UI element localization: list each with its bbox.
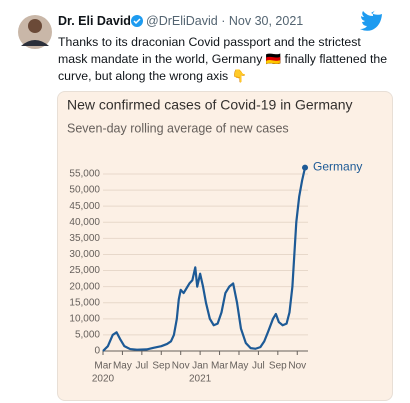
y-tick-label: 5,000 [75,330,100,341]
y-tick-label: 30,000 [69,249,100,260]
x-tick-label: Sep [269,361,287,372]
y-tick-label: 25,000 [69,265,100,276]
x-tick-label: Nov [288,361,306,372]
x-tick-label: Jul [252,361,265,372]
avatar-body [21,40,49,46]
author-name[interactable]: Dr. Eli David [58,14,131,28]
tweet-meta: @DrEliDavid · Nov 30, 2021 [146,14,303,28]
y-tick-label: 15,000 [69,297,100,308]
date[interactable]: Nov 30, 2021 [228,14,304,28]
y-tick-label: 35,000 [69,233,100,244]
chart-subtitle: Seven-day rolling average of new cases [67,121,289,135]
y-tick-label: 45,000 [69,201,100,212]
separator: · [221,14,226,28]
x-tick-label: Mar [94,361,112,372]
x-year-label: 2020 [92,374,115,385]
y-tick-label: 50,000 [69,185,100,196]
end-point [302,164,309,171]
y-tick-label: 20,000 [69,281,100,292]
x-tick-label: May [113,361,132,372]
twitter-logo[interactable] [360,10,382,31]
handle[interactable]: @DrEliDavid [146,14,218,28]
y-tick-label: 0 [94,346,100,357]
avatar-face [28,19,42,33]
x-tick-label: May [230,361,249,372]
chart-title: New confirmed cases of Covid-19 in Germa… [67,97,353,113]
y-tick-label: 40,000 [69,217,100,228]
x-tick-label: Jan [192,361,208,372]
line-series [102,167,307,352]
x-tick-label: Sep [152,361,170,372]
y-tick-label: 55,000 [69,169,100,180]
y-tick-label: 10,000 [69,313,100,324]
x-tick-label: Mar [211,361,229,372]
tweet-text: Thanks to its draconian Covid passport a… [58,35,388,83]
series-label: Germany [313,160,362,174]
x-year-label: 2021 [189,374,212,385]
verified-check [133,18,141,25]
x-tick-label: Jul [135,361,148,372]
chart-card[interactable] [57,91,393,401]
x-tick-label: Nov [172,361,190,372]
